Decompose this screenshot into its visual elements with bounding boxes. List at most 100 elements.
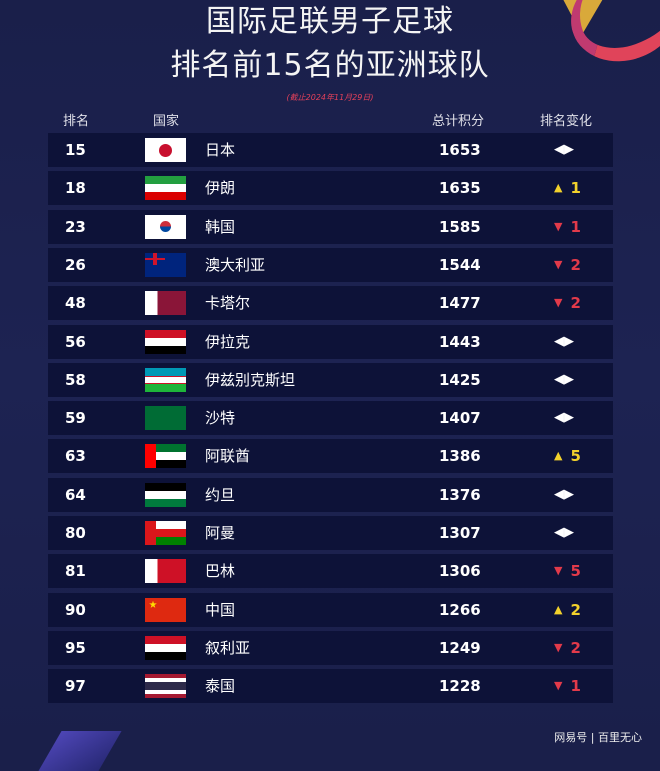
- no-change-icon: ◀▶: [554, 525, 574, 540]
- no-change-icon: ◀▶: [554, 333, 574, 349]
- rank: 18: [65, 179, 86, 198]
- rank-change: ◀▶: [554, 332, 604, 352]
- points: 1585: [439, 217, 481, 236]
- rank-delta: 5: [570, 447, 581, 466]
- bahrain-flag-icon: [145, 559, 186, 584]
- rank-change: ▼ 1: [554, 676, 604, 696]
- rank-change: ▲ 1: [554, 178, 604, 198]
- qatar-flag-icon: [145, 291, 186, 316]
- table-row: 97 泰国 1228 ▼ 1: [48, 669, 613, 704]
- arrow-up-icon: ▲: [554, 602, 563, 616]
- rank: 97: [65, 677, 86, 696]
- rank: 90: [65, 600, 86, 619]
- country-name: 叙利亚: [205, 638, 251, 657]
- australia-flag-icon: [145, 252, 186, 277]
- points: 1425: [439, 370, 481, 389]
- rank: 63: [65, 447, 86, 466]
- country-name: 日本: [205, 141, 236, 159]
- header-points: 总计积分: [432, 114, 485, 129]
- arrow-down-icon: ▼: [554, 219, 563, 233]
- table-row: 59 沙特 1407 ◀▶: [48, 401, 613, 436]
- rank: 64: [65, 485, 86, 504]
- points: 1386: [439, 447, 481, 466]
- title-line1: 国际足联男子足球: [206, 4, 454, 39]
- rank-change: ▲ 5: [554, 446, 604, 466]
- rank-change: ◀▶: [554, 140, 604, 160]
- saudi-flag-icon: [145, 406, 186, 431]
- points: 1653: [439, 141, 481, 159]
- points: 1635: [439, 179, 481, 198]
- country-name: 伊兹别克斯坦: [205, 370, 296, 389]
- uzbekistan-flag-icon: [145, 367, 186, 392]
- rank: 15: [65, 141, 86, 159]
- rank: 95: [65, 638, 86, 657]
- country-name: 澳大利亚: [205, 255, 266, 274]
- points: 1376: [439, 485, 481, 504]
- no-change-icon: ◀▶: [554, 410, 574, 426]
- iran-flag-icon: [145, 176, 186, 201]
- no-change-icon: ◀▶: [554, 371, 574, 387]
- country-name: 中国: [205, 600, 236, 619]
- jordan-flag-icon: [145, 482, 186, 507]
- country-name: 约旦: [205, 485, 236, 504]
- table-row: 90 中国 1266 ▲ 2: [48, 592, 613, 627]
- country-name: 巴林: [205, 562, 236, 581]
- points: 1477: [439, 294, 481, 313]
- rank: 56: [65, 332, 86, 351]
- rank-change: ▼ 2: [554, 638, 604, 658]
- table-row: 15 日本 1653 ◀▶: [48, 133, 613, 167]
- header-change: 排名变化: [540, 114, 593, 129]
- rank-delta: 2: [570, 294, 581, 313]
- rank: 48: [65, 294, 86, 313]
- rank-change: ▼ 2: [554, 255, 604, 275]
- rank-delta: 5: [570, 562, 581, 581]
- iraq-flag-icon: [145, 329, 186, 354]
- rank-delta: 1: [570, 217, 581, 236]
- table-row: 80 阿曼 1307 ◀▶: [48, 516, 613, 550]
- rank-change: ◀▶: [554, 523, 604, 543]
- decoration-purple: [38, 731, 122, 771]
- table-row: 58 伊兹别克斯坦 1425 ◀▶: [48, 362, 613, 397]
- korea-flag-icon: [145, 214, 186, 239]
- japan-flag-icon: [145, 138, 186, 162]
- uae-flag-icon: [145, 444, 186, 469]
- points: 1306: [439, 562, 481, 581]
- country-name: 阿联酋: [205, 447, 251, 466]
- arrow-down-icon: ▼: [554, 296, 563, 310]
- header-rank: 排名: [63, 114, 90, 129]
- rank-change: ▼ 2: [554, 293, 604, 313]
- title-line2: 排名前15名的亚洲球队: [170, 48, 490, 83]
- china-flag-icon: [145, 597, 186, 622]
- rank: 80: [65, 524, 86, 542]
- points: 1266: [439, 600, 481, 619]
- table-row: 95 叙利亚 1249 ▼ 2: [48, 630, 613, 665]
- table-row: 81 巴林 1306 ▼ 5: [48, 554, 613, 589]
- rank: 59: [65, 409, 86, 428]
- table-row: 63 阿联酋 1386 ▲ 5: [48, 439, 613, 474]
- no-change-icon: ◀▶: [554, 142, 574, 157]
- date-note: (截止2024年11月29日): [286, 93, 374, 102]
- rank: 58: [65, 370, 86, 389]
- rank-delta: 2: [570, 638, 581, 657]
- rank-delta: 2: [570, 600, 581, 619]
- table-row: 48 卡塔尔 1477 ▼ 2: [48, 286, 613, 321]
- rank-change: ◀▶: [554, 408, 604, 428]
- table-row: 18 伊朗 1635 ▲ 1: [48, 171, 613, 206]
- arrow-up-icon: ▲: [554, 449, 563, 463]
- rank-change: ◀▶: [554, 370, 604, 390]
- points: 1407: [439, 409, 481, 428]
- table-row: 64 约旦 1376 ◀▶: [48, 477, 613, 512]
- country-name: 伊拉克: [205, 332, 251, 351]
- points: 1307: [439, 524, 481, 542]
- arrow-down-icon: ▼: [554, 640, 563, 654]
- arrow-down-icon: ▼: [554, 564, 563, 578]
- watermark: 网易号 | 百里无心: [554, 731, 642, 744]
- arrow-down-icon: ▼: [554, 257, 563, 271]
- country-name: 泰国: [205, 677, 236, 696]
- points: 1443: [439, 332, 481, 351]
- table-row: 26 澳大利亚 1544 ▼ 2: [48, 247, 613, 282]
- rank-delta: 2: [570, 255, 581, 274]
- rank: 23: [65, 217, 86, 236]
- arrow-down-icon: ▼: [554, 679, 563, 693]
- points: 1249: [439, 638, 481, 657]
